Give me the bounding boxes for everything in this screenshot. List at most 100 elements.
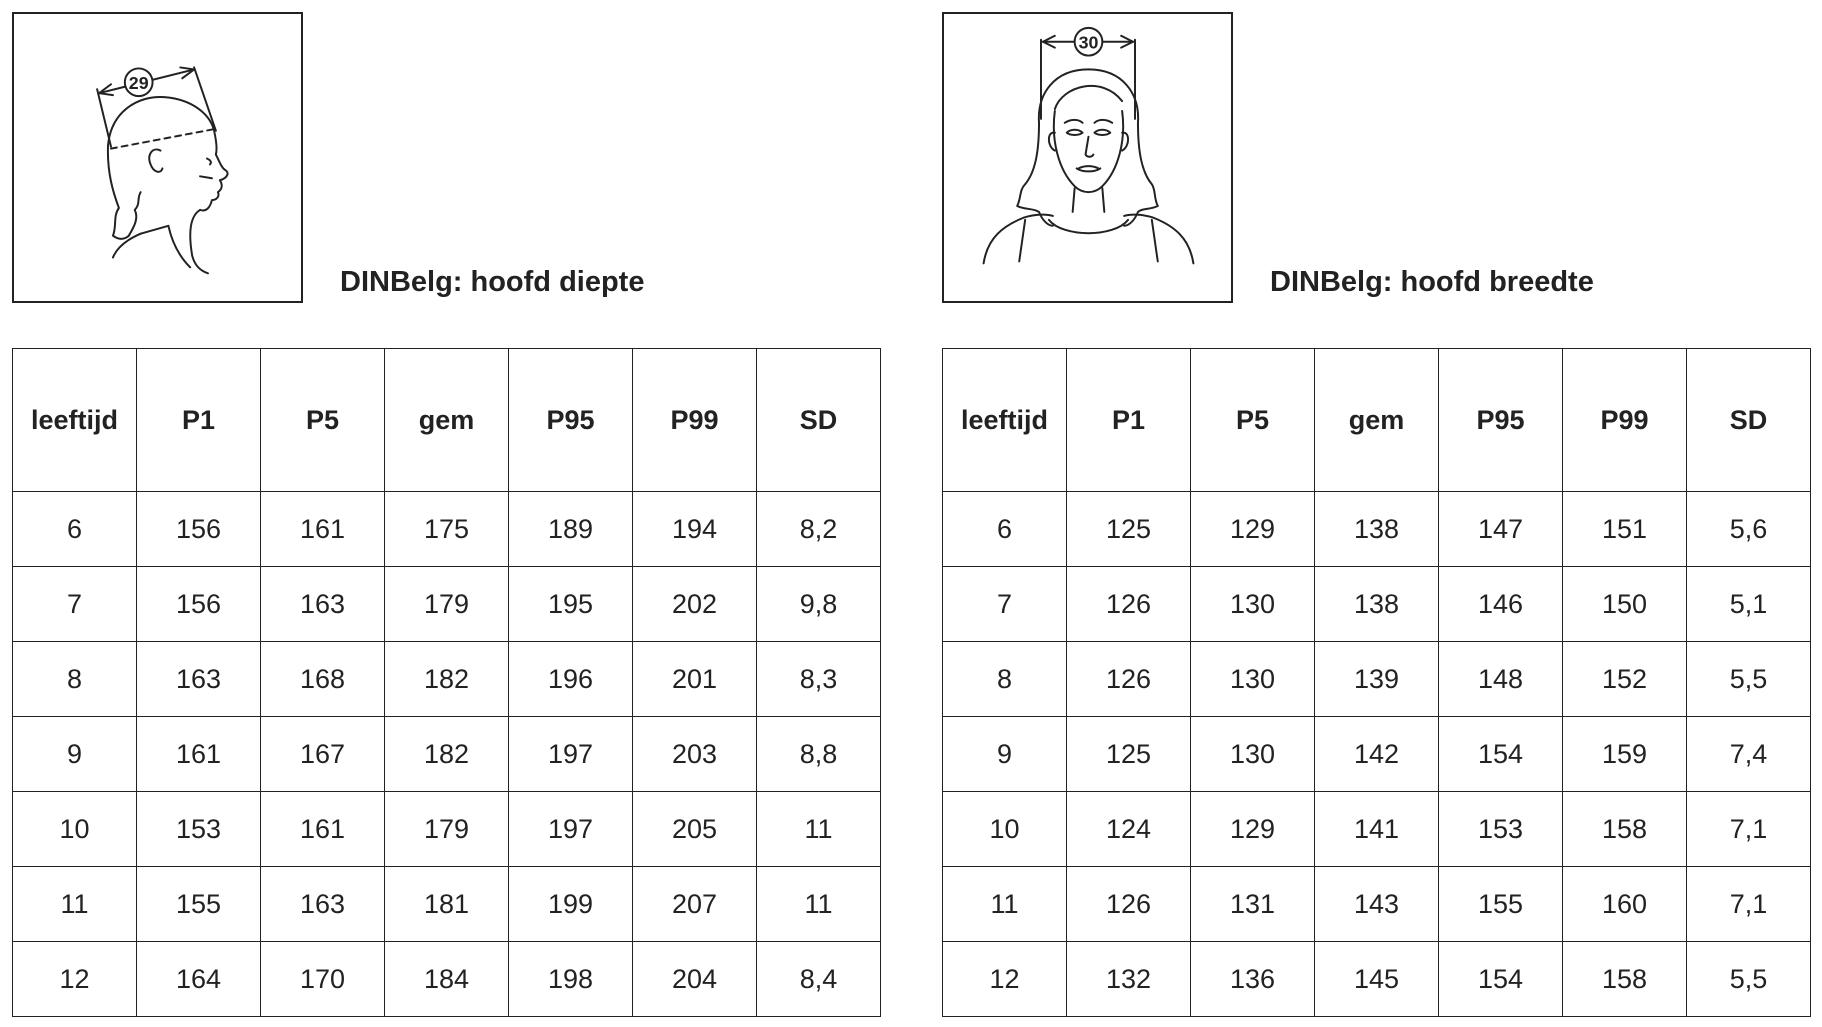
header-p5: P5 — [260, 348, 385, 492]
cell-p5: 167 — [260, 716, 385, 792]
table-row: 10 124 129 141 153 158 7,1 — [942, 791, 1811, 867]
cell-sd: 8,2 — [756, 491, 881, 567]
header-p99: P99 — [632, 348, 757, 492]
cell-p5: 163 — [260, 866, 385, 942]
cell-p95: 197 — [508, 716, 633, 792]
header-p95: P95 — [1438, 348, 1563, 492]
table-header-row: leeftijd P1 P5 gem P95 P99 SD — [12, 348, 881, 492]
cell-sd: 5,5 — [1686, 941, 1811, 1017]
cell-p1: 126 — [1066, 641, 1191, 717]
header-sd: SD — [756, 348, 881, 492]
cell-age: 8 — [12, 641, 137, 717]
cell-sd: 8,3 — [756, 641, 881, 717]
head-front-face-illustration: 30 — [982, 26, 1195, 265]
header-sd: SD — [1686, 348, 1811, 492]
cell-mean: 175 — [384, 491, 509, 567]
cell-p95: 199 — [508, 866, 633, 942]
cell-p99: 194 — [632, 491, 757, 567]
cell-mean: 181 — [384, 866, 509, 942]
cell-p5: 163 — [260, 566, 385, 642]
cell-p99: 202 — [632, 566, 757, 642]
cell-p1: 132 — [1066, 941, 1191, 1017]
table-row: 6 125 129 138 147 151 5,6 — [942, 491, 1811, 567]
header-age: leeftijd — [942, 348, 1067, 492]
cell-p5: 130 — [1190, 716, 1315, 792]
cell-mean: 141 — [1314, 791, 1439, 867]
cell-sd: 11 — [756, 791, 881, 867]
cell-p99: 150 — [1562, 566, 1687, 642]
table-row: 10 153 161 179 197 205 11 — [12, 791, 881, 867]
header-mean: gem — [1314, 348, 1439, 492]
cell-p1: 125 — [1066, 491, 1191, 567]
cell-p99: 159 — [1562, 716, 1687, 792]
cell-age: 6 — [942, 491, 1067, 567]
cell-sd: 8,8 — [756, 716, 881, 792]
cell-p95: 146 — [1438, 566, 1563, 642]
table-row: 7 126 130 138 146 150 5,1 — [942, 566, 1811, 642]
cell-sd: 9,8 — [756, 566, 881, 642]
table-row: 7 156 163 179 195 202 9,8 — [12, 566, 881, 642]
measurement-badge: 29 — [129, 73, 149, 93]
table-row: 8 126 130 139 148 152 5,5 — [942, 641, 1811, 717]
cell-p1: 125 — [1066, 716, 1191, 792]
cell-mean: 138 — [1314, 491, 1439, 567]
cell-p95: 196 — [508, 641, 633, 717]
cell-p95: 198 — [508, 941, 633, 1017]
cell-age: 12 — [942, 941, 1067, 1017]
cell-p95: 147 — [1438, 491, 1563, 567]
cell-p99: 204 — [632, 941, 757, 1017]
cell-sd: 7,1 — [1686, 866, 1811, 942]
cell-age: 9 — [942, 716, 1067, 792]
cell-p99: 158 — [1562, 941, 1687, 1017]
cell-age: 10 — [12, 791, 137, 867]
cell-age: 8 — [942, 641, 1067, 717]
cell-p99: 205 — [632, 791, 757, 867]
table-header-row: leeftijd P1 P5 gem P95 P99 SD — [942, 348, 1811, 492]
cell-age: 11 — [12, 866, 137, 942]
cell-sd: 5,6 — [1686, 491, 1811, 567]
cell-p5: 161 — [260, 791, 385, 867]
cell-age: 12 — [12, 941, 137, 1017]
header-p99: P99 — [1562, 348, 1687, 492]
head-width-caption: DINBelg: hoofd breedte — [1270, 266, 1594, 298]
table-row: 12 164 170 184 198 204 8,4 — [12, 941, 881, 1017]
cell-p99: 207 — [632, 866, 757, 942]
head-depth-table: leeftijd P1 P5 gem P95 P99 SD 6 156 161 … — [12, 348, 881, 1017]
table-row: 12 132 136 145 154 158 5,5 — [942, 941, 1811, 1017]
header-p1: P1 — [1066, 348, 1191, 492]
cell-p1: 161 — [136, 716, 261, 792]
cell-mean: 182 — [384, 641, 509, 717]
cell-p95: 197 — [508, 791, 633, 867]
cell-p99: 158 — [1562, 791, 1687, 867]
cell-p99: 152 — [1562, 641, 1687, 717]
cell-p99: 151 — [1562, 491, 1687, 567]
cell-p1: 156 — [136, 566, 261, 642]
cell-sd: 7,1 — [1686, 791, 1811, 867]
header-p95: P95 — [508, 348, 633, 492]
cell-p5: 136 — [1190, 941, 1315, 1017]
cell-age: 10 — [942, 791, 1067, 867]
cell-p5: 130 — [1190, 566, 1315, 642]
head-depth-panel: 29 DINBelg: hoofd diepte leeftijd P1 P5 … — [12, 0, 897, 1027]
cell-mean: 138 — [1314, 566, 1439, 642]
cell-p5: 131 — [1190, 866, 1315, 942]
cell-p5: 161 — [260, 491, 385, 567]
cell-mean: 182 — [384, 716, 509, 792]
cell-mean: 179 — [384, 791, 509, 867]
header-p5: P5 — [1190, 348, 1315, 492]
cell-mean: 139 — [1314, 641, 1439, 717]
header-p1: P1 — [136, 348, 261, 492]
head-depth-caption: DINBelg: hoofd diepte — [340, 266, 645, 298]
cell-p95: 154 — [1438, 941, 1563, 1017]
cell-age: 6 — [12, 491, 137, 567]
table-row: 6 156 161 175 189 194 8,2 — [12, 491, 881, 567]
cell-p1: 163 — [136, 641, 261, 717]
cell-mean: 184 — [384, 941, 509, 1017]
cell-mean: 145 — [1314, 941, 1439, 1017]
cell-p99: 160 — [1562, 866, 1687, 942]
cell-age: 7 — [12, 566, 137, 642]
cell-mean: 179 — [384, 566, 509, 642]
head-depth-figure: 29 — [12, 12, 303, 303]
cell-p5: 130 — [1190, 641, 1315, 717]
cell-p1: 156 — [136, 491, 261, 567]
